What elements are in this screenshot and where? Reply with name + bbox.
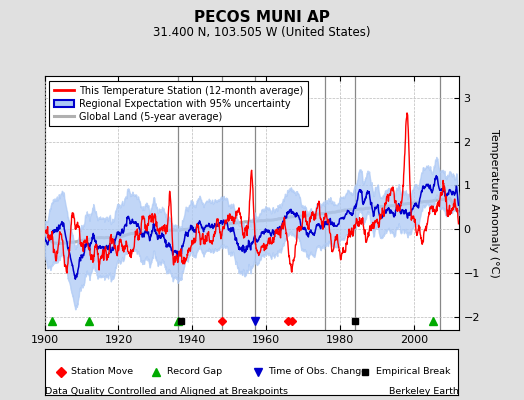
Y-axis label: Temperature Anomaly (°C): Temperature Anomaly (°C) <box>489 129 499 277</box>
Text: PECOS MUNI AP: PECOS MUNI AP <box>194 10 330 25</box>
Legend: This Temperature Station (12-month average), Regional Expectation with 95% uncer: This Temperature Station (12-month avera… <box>49 81 308 126</box>
Text: Data Quality Controlled and Aligned at Breakpoints: Data Quality Controlled and Aligned at B… <box>45 387 288 396</box>
Text: Berkeley Earth: Berkeley Earth <box>389 387 458 396</box>
Text: 31.400 N, 103.505 W (United States): 31.400 N, 103.505 W (United States) <box>153 26 371 39</box>
